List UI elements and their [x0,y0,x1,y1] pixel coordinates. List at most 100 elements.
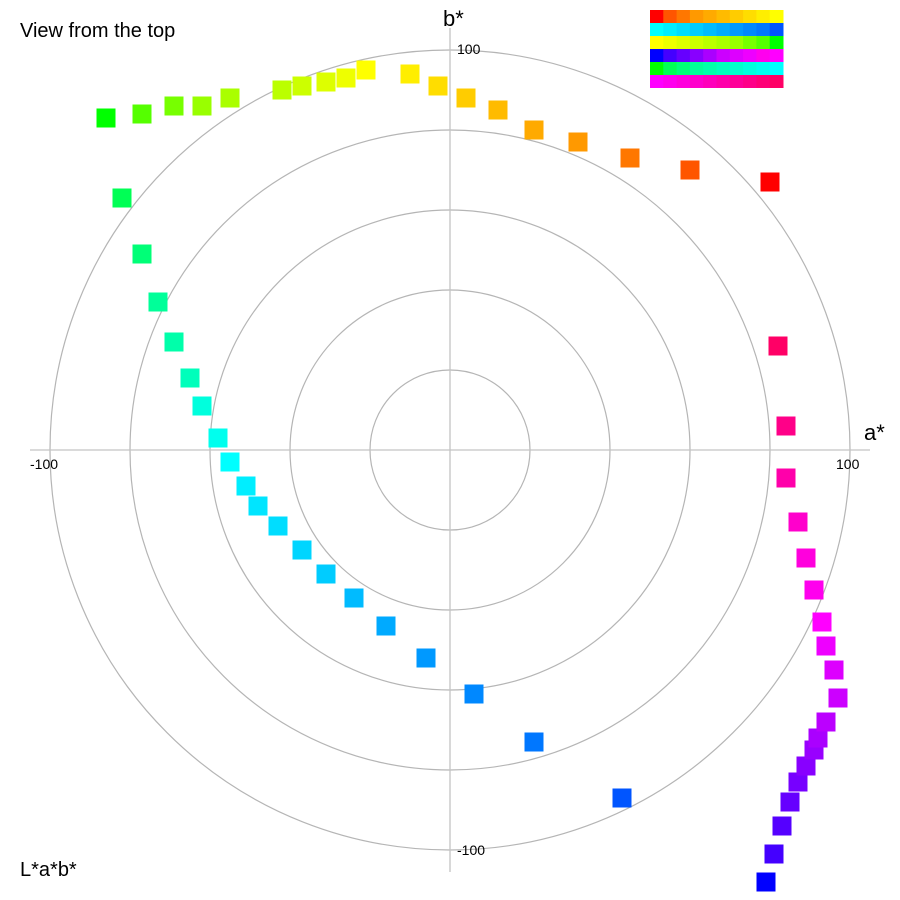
legend-swatch [650,62,664,75]
data-point [776,468,796,488]
b-min-tick-label: -100 [457,842,485,858]
data-point [804,580,824,600]
data-point [788,772,808,792]
a-min-tick-label: -100 [30,456,58,472]
legend-swatch [650,36,664,49]
legend-swatch [650,75,664,88]
data-point [192,96,212,116]
data-point [376,616,396,636]
data-point [824,660,844,680]
data-point [400,64,420,84]
data-point [180,368,200,388]
a-axis-label: a* [864,420,885,445]
data-point [808,728,828,748]
legend-swatch [769,10,784,23]
data-point [796,756,816,776]
data-point [336,68,356,88]
data-point [316,564,336,584]
legend-swatch [729,36,744,49]
data-point [292,540,312,560]
legend-swatch [743,62,757,75]
legend-swatch [716,10,731,23]
data-point [208,428,228,448]
legend-swatch [756,62,771,75]
legend-swatch [703,36,717,49]
data-point [816,712,836,732]
legend-swatch [650,10,664,23]
legend-swatch [689,49,704,62]
legend-swatch [743,49,757,62]
data-point [524,732,544,752]
data-point [780,792,800,812]
legend-swatch [663,62,678,75]
legend-swatch [676,49,691,62]
data-point [356,60,376,80]
legend-swatch [716,49,731,62]
legend-swatch [729,75,744,88]
data-point [272,80,292,100]
legend-swatch [703,49,717,62]
data-point [796,548,816,568]
legend-swatch [676,36,691,49]
data-point [612,788,632,808]
data-point [760,172,780,192]
legend-swatch [729,10,744,23]
data-point [132,104,152,124]
legend-swatch [663,75,678,88]
data-point [112,188,132,208]
legend-swatch [769,36,784,49]
data-point [756,872,776,892]
data-point [292,76,312,96]
legend-swatch [703,23,717,36]
legend-swatch [663,49,678,62]
b-axis-label: b* [443,6,464,31]
legend-swatch [650,49,664,62]
data-point [776,416,796,436]
data-point [456,88,476,108]
legend-swatch [756,23,771,36]
data-point [164,332,184,352]
legend-swatch [716,23,731,36]
data-point [812,612,832,632]
legend-swatch [756,36,771,49]
legend-swatch [769,49,784,62]
legend-swatch [716,36,731,49]
data-point [132,244,152,264]
legend-swatch [743,10,757,23]
data-point [568,132,588,152]
legend-swatch [676,75,691,88]
legend-swatch [769,23,784,36]
data-point [772,816,792,836]
data-point [788,512,808,532]
data-point [680,160,700,180]
legend-swatch [676,62,691,75]
data-point [268,516,288,536]
legend-swatch [756,10,771,23]
legend-swatch [703,62,717,75]
data-point [816,636,836,656]
data-point [220,452,240,472]
data-point [164,96,184,116]
legend-swatch [663,10,678,23]
legend-swatch [716,62,731,75]
data-point [524,120,544,140]
legend-swatch [676,10,691,23]
color-space-label: L*a*b* [20,859,77,881]
legend-swatch [689,75,704,88]
data-point [96,108,116,128]
legend-swatch [703,75,717,88]
data-point [416,648,436,668]
legend-swatch [689,36,704,49]
legend-swatch [769,62,784,75]
data-point [488,100,508,120]
legend-swatch [729,62,744,75]
legend-swatch [689,23,704,36]
legend-swatch [650,23,664,36]
data-point [220,88,240,108]
chart-title: View from the top [20,20,176,42]
legend-swatch [729,49,744,62]
data-point [316,72,336,92]
b-max-tick-label: 100 [457,41,481,57]
data-point [148,292,168,312]
